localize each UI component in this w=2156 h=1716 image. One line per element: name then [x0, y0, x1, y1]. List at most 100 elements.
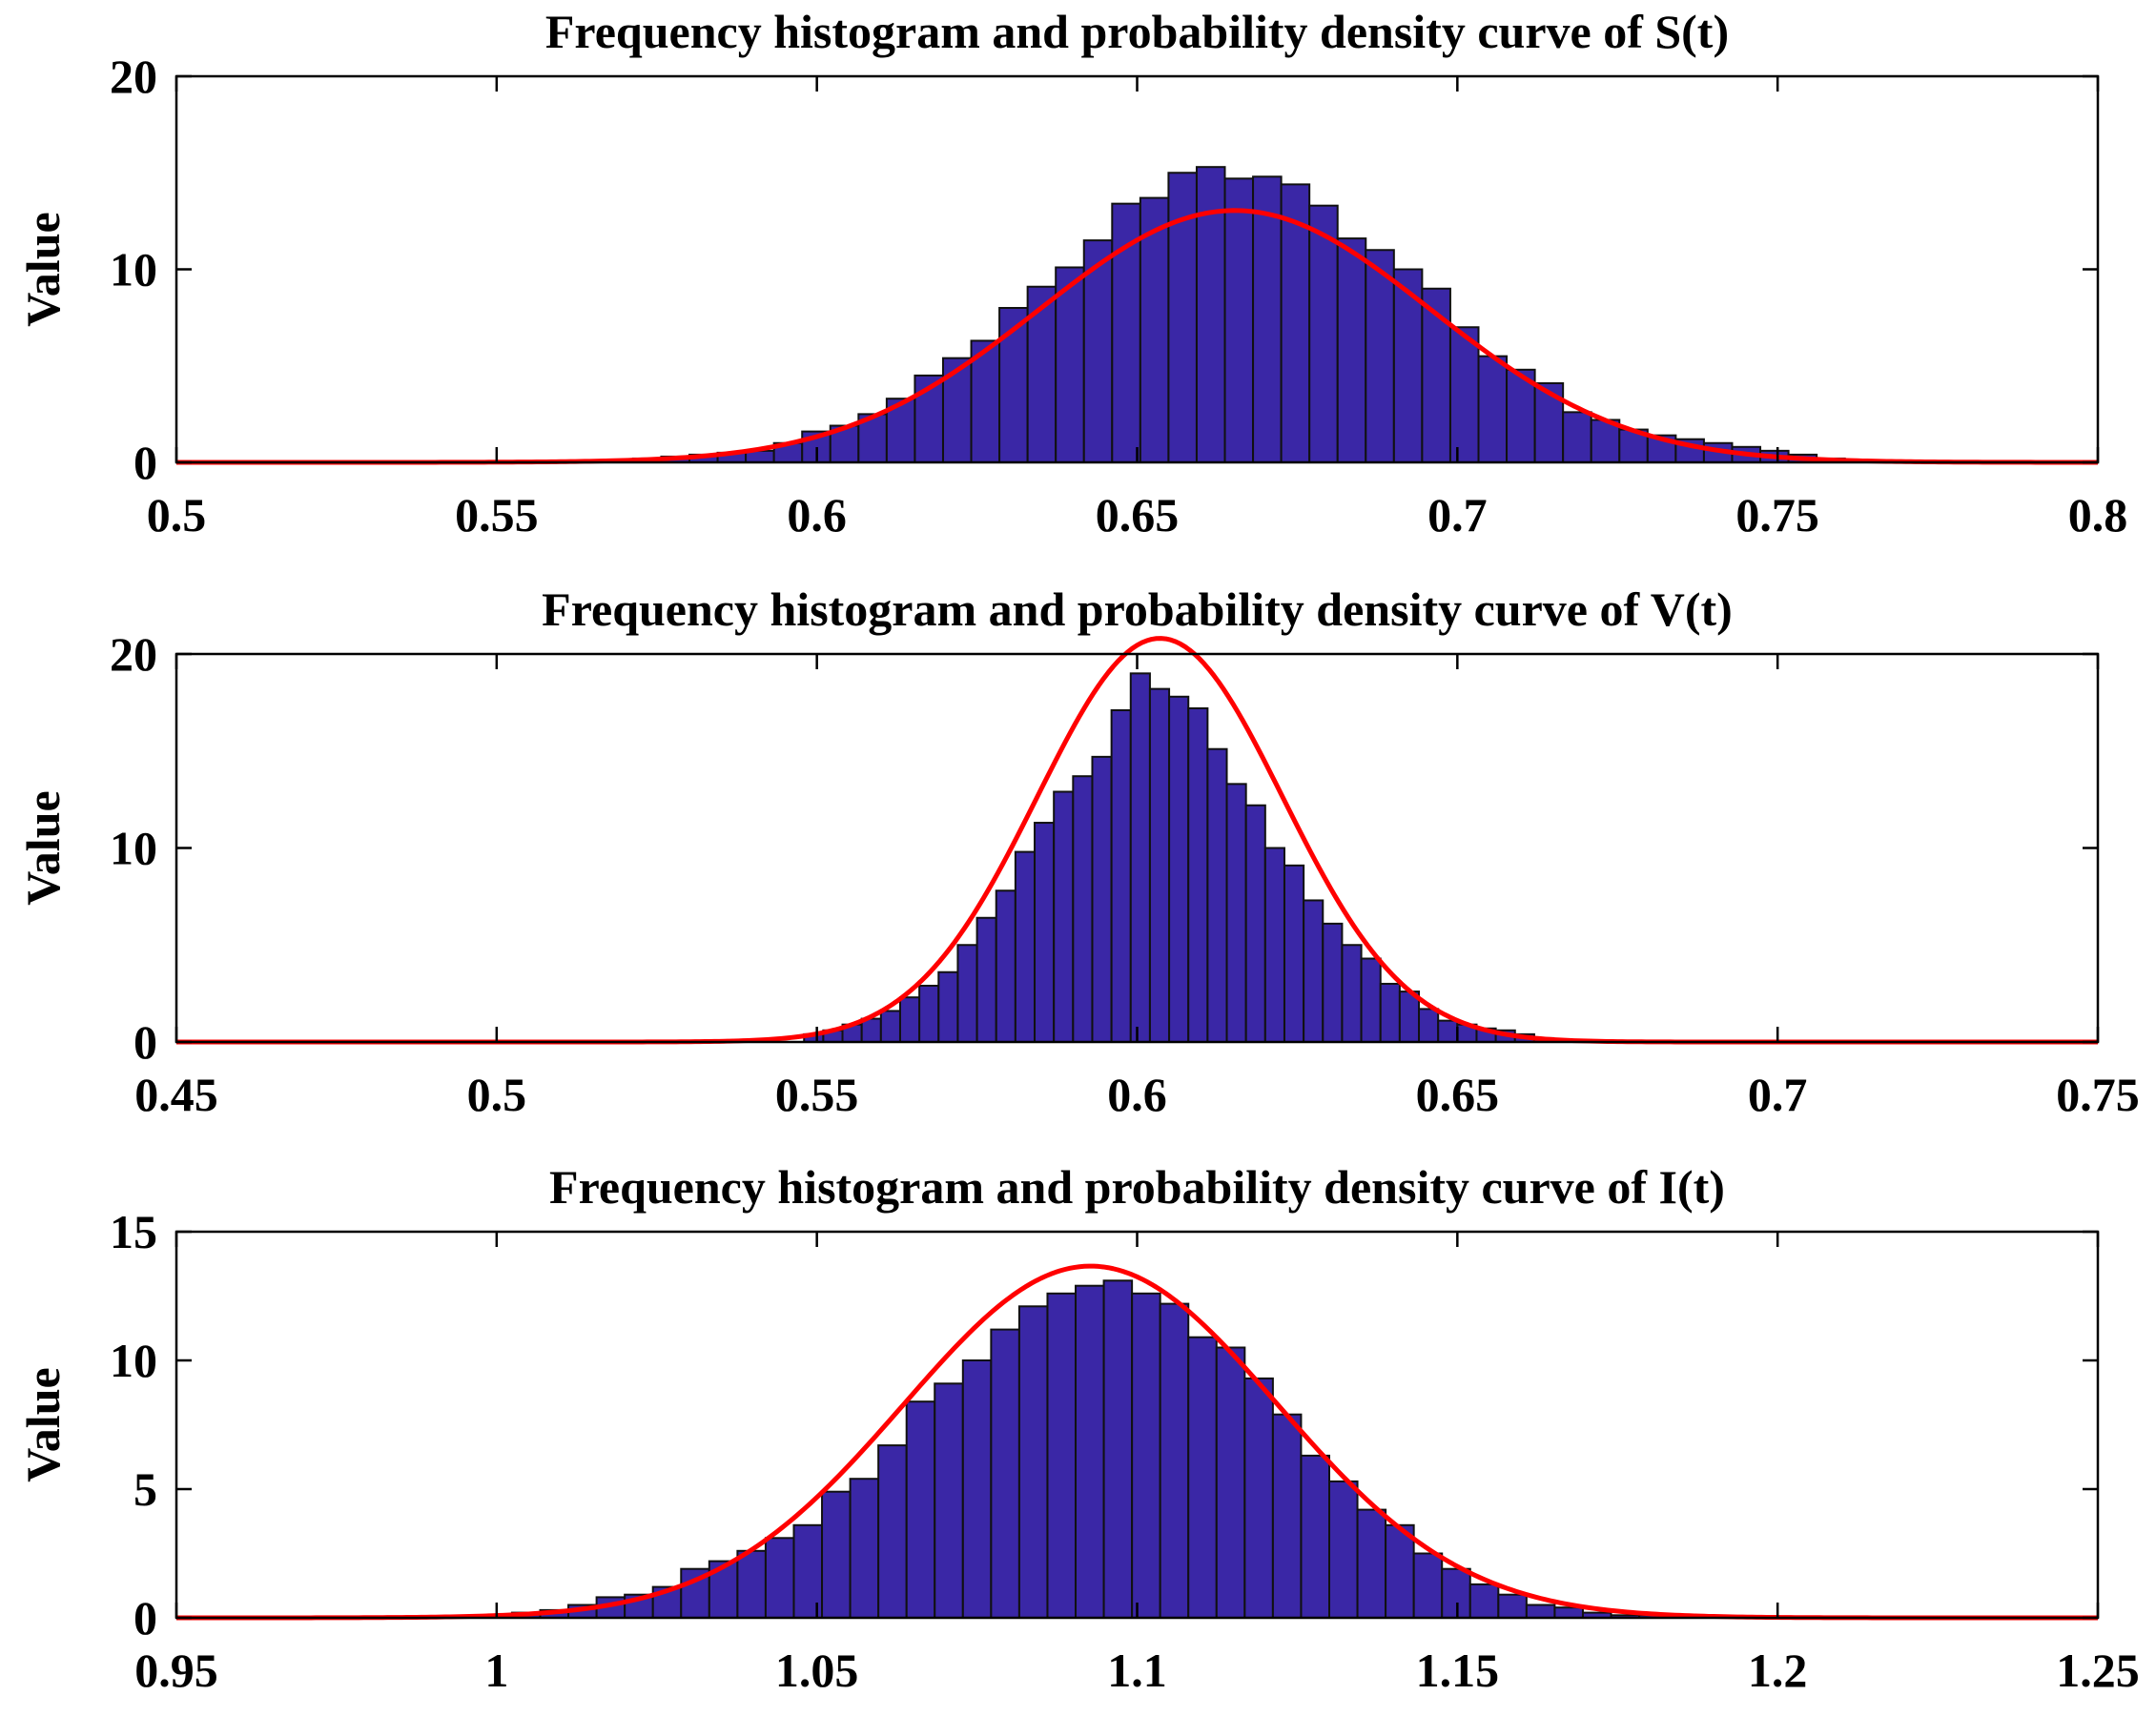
panel-1: 0.5 0.55 0.6 0.65 0.7 0.75 0.8 0 10 20 Frequency h… [16, 5, 2127, 541]
histogram-bar [1263, 847, 1285, 1043]
y-axis-label: Value [16, 1367, 70, 1481]
histogram-bar [1271, 1413, 1303, 1619]
x-tick-label: 0.7 [1748, 1068, 1808, 1121]
histogram-bar [941, 357, 973, 463]
histogram-bar [1223, 177, 1255, 463]
histogram-bar [898, 996, 921, 1043]
histogram-bar [1468, 1583, 1500, 1620]
x-tick-label: 0.65 [1416, 1068, 1500, 1121]
x-tick-label: 0.65 [1096, 488, 1180, 541]
histogram-bar [975, 916, 997, 1044]
histogram-bar [1131, 1292, 1161, 1620]
histogram-bar [736, 1549, 767, 1620]
histogram-bar [990, 1328, 1020, 1619]
histogram-bar [1243, 1377, 1274, 1620]
histogram-bar [821, 1490, 852, 1619]
panel-3: 0.95 1 1.05 1.1 1.15 1.2 1.25 0 5 10 15 Frequency h… [16, 1160, 2140, 1697]
x-tick-label: 0.5 [147, 488, 207, 541]
y-axis-label: Value [16, 212, 70, 326]
histogram-bar [849, 1478, 880, 1619]
histogram-bar [1418, 1008, 1440, 1044]
x-tick-label: 0.75 [2056, 1068, 2140, 1121]
histogram-bar [1412, 1552, 1444, 1619]
x-tick-label: 0.55 [455, 488, 539, 541]
y-tick-label: 20 [110, 627, 157, 681]
histogram-bars [803, 672, 1555, 1044]
histogram-bar [1225, 783, 1247, 1043]
histogram-bar [1283, 864, 1305, 1043]
histogram-bar [1206, 747, 1228, 1044]
histogram-bar [1437, 1019, 1459, 1043]
x-tick-label: 1.05 [775, 1644, 859, 1697]
histogram-bar [1129, 672, 1151, 1043]
histogram-bar [1477, 355, 1509, 464]
x-tick-label: 0.6 [1107, 1068, 1167, 1121]
histogram-bar [1046, 1292, 1078, 1620]
histogram-bar [764, 1537, 795, 1620]
histogram-bar [1336, 237, 1367, 463]
y-tick-label: 0 [133, 1015, 157, 1069]
x-tick-label: 0.55 [775, 1068, 859, 1121]
y-tick-label: 10 [110, 822, 157, 875]
histogram-bar [1525, 1604, 1556, 1619]
x-tick-label: 1.15 [1416, 1644, 1500, 1697]
histogram-bar [1034, 822, 1056, 1043]
histogram-bar [1168, 695, 1190, 1044]
x-tick-label: 0.6 [787, 488, 847, 541]
histogram-bar [1187, 706, 1209, 1043]
histogram-bar [1379, 982, 1401, 1043]
histogram-bar [1215, 1346, 1246, 1619]
y-tick-label: 10 [110, 1334, 157, 1387]
histogram-bar [860, 1017, 882, 1043]
histogram-bar [1553, 1606, 1584, 1619]
histogram-bar [1014, 850, 1037, 1043]
histogram-bar [956, 944, 978, 1043]
histogram-bar [1055, 266, 1085, 464]
histogram-bars [575, 166, 1902, 464]
histogram-bar [1303, 899, 1324, 1043]
histogram-bar [1365, 249, 1395, 463]
x-tick-label: 0.5 [467, 1068, 527, 1121]
y-tick-label: 0 [133, 1591, 157, 1644]
histogram-bar [1360, 957, 1382, 1043]
histogram-bar [961, 1359, 993, 1619]
chart-title: Frequency histogram and probability dens… [542, 582, 1733, 636]
histogram-bar [934, 1382, 964, 1620]
histogram-bar [877, 1444, 908, 1619]
x-tick-label: 1.25 [2056, 1644, 2140, 1697]
histogram-bar [905, 1400, 936, 1619]
histogram-bar [879, 1010, 901, 1043]
histogram-bar [1148, 687, 1171, 1043]
y-tick-label: 20 [110, 50, 157, 103]
histogram-bar [937, 970, 959, 1043]
histogram-bar [1252, 175, 1283, 464]
x-tick-label: 1.1 [1107, 1644, 1167, 1697]
chart-title: Frequency histogram and probability dens… [545, 5, 1729, 58]
histogram-bar [1448, 326, 1480, 463]
x-tick-label: 0.75 [1735, 488, 1819, 541]
histogram-bar [1341, 944, 1363, 1043]
histogram-bar [1385, 1523, 1415, 1620]
histogram-bar [1308, 204, 1339, 463]
histogram-bar [1244, 804, 1266, 1043]
histogram-bar [1159, 1302, 1190, 1619]
histogram-bar [995, 889, 1016, 1044]
histogram-bar [1441, 1567, 1471, 1619]
y-axis-label: Value [16, 790, 70, 905]
histogram-bar [1102, 1279, 1134, 1620]
histogram-bar [1328, 1480, 1359, 1620]
histogram-bar [1053, 790, 1075, 1043]
histogram-bar [918, 984, 940, 1043]
histogram-bar [1110, 709, 1132, 1043]
histogram-bar [1072, 775, 1094, 1044]
panel-2: 0.45 0.5 0.55 0.6 0.65 0.7 0.75 0 10 20 Frequency … [16, 582, 2140, 1121]
histogram-bar [1187, 1336, 1218, 1619]
histogram-bar [1091, 755, 1113, 1043]
histogram-bar [1300, 1454, 1330, 1620]
chart-title: Frequency histogram and probability dens… [549, 1160, 1725, 1214]
x-tick-label: 0.7 [1427, 488, 1488, 541]
y-tick-label: 5 [133, 1462, 157, 1516]
histogram-bar [1075, 1284, 1105, 1619]
y-tick-label: 10 [110, 243, 157, 296]
